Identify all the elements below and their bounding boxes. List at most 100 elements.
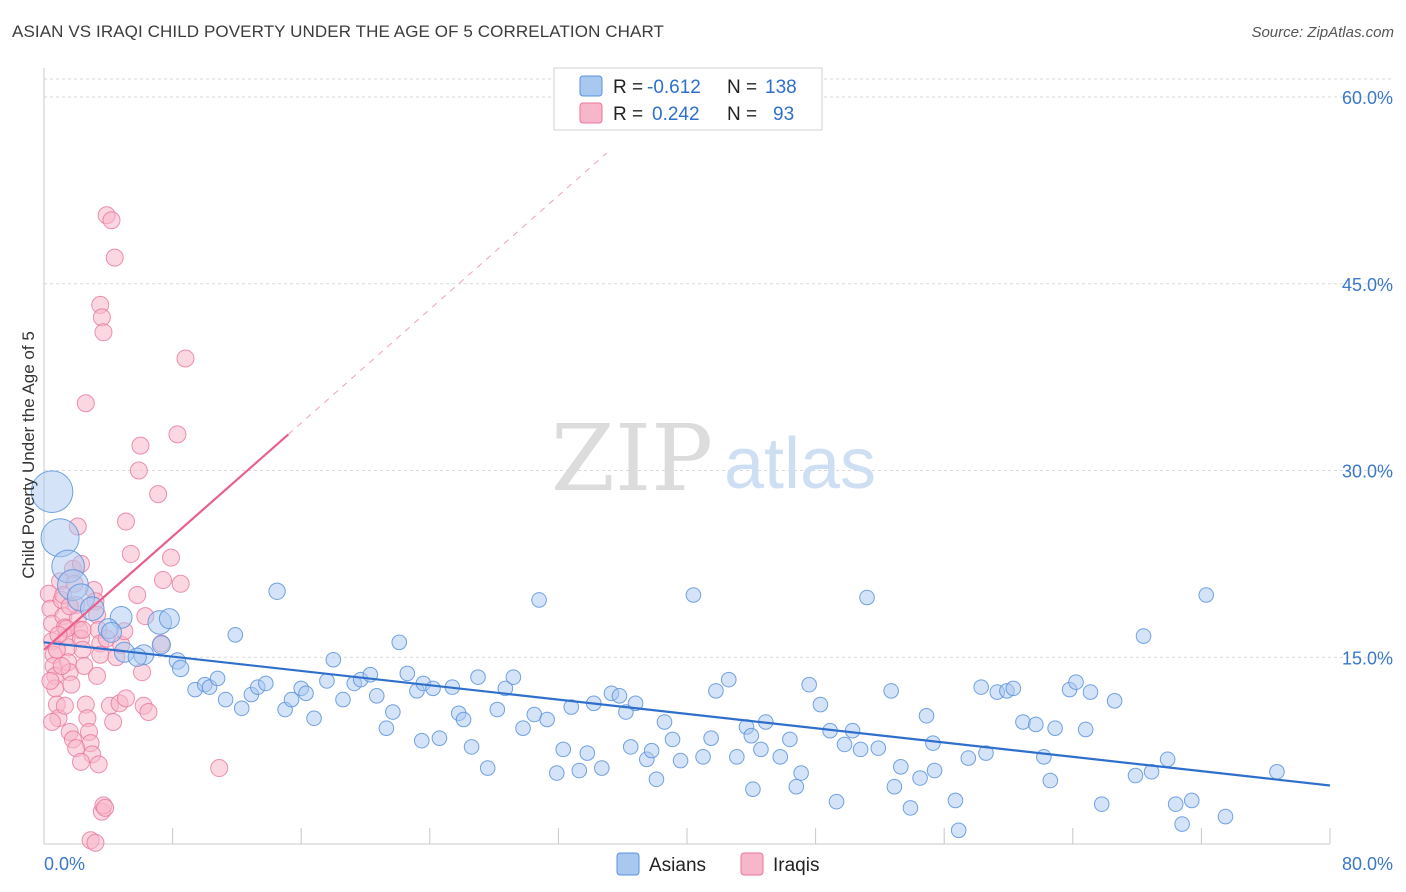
source-label: Source: ZipAtlas.com bbox=[1251, 24, 1394, 41]
x-tick-label-max: 80.0% bbox=[1342, 854, 1393, 874]
iraqi-point-70 bbox=[153, 571, 172, 590]
asian-point-63 bbox=[571, 762, 588, 779]
asian-point-134 bbox=[413, 732, 430, 749]
legend-r-label-iraqi: R = bbox=[613, 104, 643, 125]
asian-points bbox=[30, 470, 1285, 839]
asian-point-116 bbox=[1077, 721, 1094, 738]
asian-point-50 bbox=[463, 739, 480, 755]
asian-point-132 bbox=[788, 778, 805, 795]
asian-point-21 bbox=[217, 691, 234, 708]
iraqi-point-26 bbox=[75, 656, 94, 675]
x-tick-label-min: 0.0% bbox=[44, 854, 85, 874]
asian-point-86 bbox=[772, 749, 789, 765]
y-tick-label-15: 15.0% bbox=[1342, 648, 1393, 668]
asian-point-104 bbox=[950, 822, 967, 839]
iraqi-point-62 bbox=[121, 544, 140, 563]
asian-point-16 bbox=[171, 659, 190, 678]
asian-point-35 bbox=[335, 691, 351, 708]
iraqi-point-89 bbox=[49, 625, 68, 644]
iraqi-point-74 bbox=[176, 349, 195, 368]
y-tick-label-45: 45.0% bbox=[1342, 275, 1393, 295]
asian-point-61 bbox=[555, 741, 572, 758]
asian-point-11 bbox=[158, 608, 180, 630]
iraqi-point-18 bbox=[62, 675, 81, 694]
asian-point-121 bbox=[1143, 763, 1160, 780]
iraqi-point-49 bbox=[71, 752, 90, 771]
iraqi-point-92 bbox=[73, 620, 92, 639]
bottom-legend-label-asian: Asians bbox=[649, 855, 706, 876]
asian-point-54 bbox=[497, 680, 514, 697]
iraqi-point-81 bbox=[102, 211, 121, 230]
iraqi-point-68 bbox=[139, 703, 158, 722]
asian-point-113 bbox=[1047, 720, 1063, 737]
iraqi-point-78 bbox=[92, 308, 111, 327]
bottom-legend-label-iraqi: Iraqis bbox=[773, 855, 819, 876]
watermark-zip: ZIP bbox=[551, 405, 713, 512]
asian-point-136 bbox=[622, 739, 639, 755]
asian-point-92 bbox=[836, 736, 853, 753]
iraqi-point-42 bbox=[41, 671, 60, 690]
asian-point-119 bbox=[1127, 767, 1144, 784]
asian-trend-line bbox=[43, 641, 1331, 787]
iraqi-point-91 bbox=[210, 759, 229, 778]
asian-point-87 bbox=[782, 731, 798, 748]
iraqi-point-43 bbox=[43, 712, 62, 731]
asian-point-14 bbox=[151, 635, 171, 655]
legend-r-label-asian: R = bbox=[613, 77, 643, 98]
asian-point-26 bbox=[258, 675, 274, 692]
asian-point-81 bbox=[729, 749, 745, 765]
iraqi-point-55 bbox=[104, 712, 123, 731]
axes bbox=[43, 68, 1331, 845]
asian-point-20 bbox=[209, 670, 226, 687]
asian-point-115 bbox=[1068, 674, 1084, 690]
asian-point-62 bbox=[563, 699, 580, 715]
asian-point-34 bbox=[325, 651, 342, 668]
asian-point-137 bbox=[745, 781, 761, 798]
asian-point-91 bbox=[828, 793, 845, 810]
asian-point-73 bbox=[656, 714, 673, 730]
asian-point-22 bbox=[227, 627, 244, 643]
trend-lines bbox=[43, 152, 1331, 787]
legend-swatch-iraqi bbox=[579, 102, 603, 124]
legend-n-label-asian: N = bbox=[727, 77, 757, 98]
bottom-legend-swatch-asian bbox=[616, 852, 640, 876]
asian-point-133 bbox=[455, 711, 472, 728]
asian-point-99 bbox=[912, 770, 928, 786]
asian-point-125 bbox=[1183, 792, 1200, 809]
asian-point-77 bbox=[695, 749, 711, 765]
asian-point-79 bbox=[708, 683, 724, 699]
y-tick-label-30: 30.0% bbox=[1342, 462, 1393, 482]
asian-point-56 bbox=[515, 720, 531, 737]
asian-point-90 bbox=[812, 696, 829, 713]
asian-point-129 bbox=[973, 679, 989, 695]
asian-point-59 bbox=[539, 711, 555, 728]
iraqi-point-51 bbox=[88, 666, 107, 685]
asian-point-110 bbox=[1015, 714, 1031, 730]
asian-point-103 bbox=[947, 792, 964, 809]
asian-point-138 bbox=[1082, 684, 1099, 700]
asian-point-41 bbox=[385, 704, 401, 720]
iraqi-point-82 bbox=[105, 248, 124, 267]
grid-lines bbox=[44, 78, 1393, 658]
chart-title: ASIAN VS IRAQI CHILD POVERTY UNDER THE A… bbox=[12, 22, 665, 41]
y-axis-label: Child Poverty Under the Age of 5 bbox=[19, 331, 38, 579]
asian-point-31 bbox=[298, 685, 314, 702]
asian-point-124 bbox=[1174, 816, 1190, 832]
asian-point-78 bbox=[703, 730, 719, 746]
asian-point-58 bbox=[531, 592, 547, 608]
legend-n-label-iraqi: N = bbox=[727, 104, 757, 125]
asian-point-123 bbox=[1167, 796, 1184, 812]
asian-point-39 bbox=[368, 688, 385, 704]
asian-point-40 bbox=[378, 720, 395, 737]
asian-point-89 bbox=[801, 676, 817, 693]
legend-r-value-iraqi: 0.242 bbox=[652, 104, 700, 125]
asian-point-122 bbox=[1159, 751, 1176, 768]
iraqi-point-73 bbox=[168, 425, 187, 444]
asian-point-126 bbox=[1198, 587, 1215, 603]
asian-point-95 bbox=[870, 740, 887, 756]
watermark-atlas: atlas bbox=[724, 424, 876, 504]
asian-point-97 bbox=[892, 759, 909, 775]
asian-point-74 bbox=[664, 731, 681, 748]
asian-point-47 bbox=[431, 730, 448, 746]
